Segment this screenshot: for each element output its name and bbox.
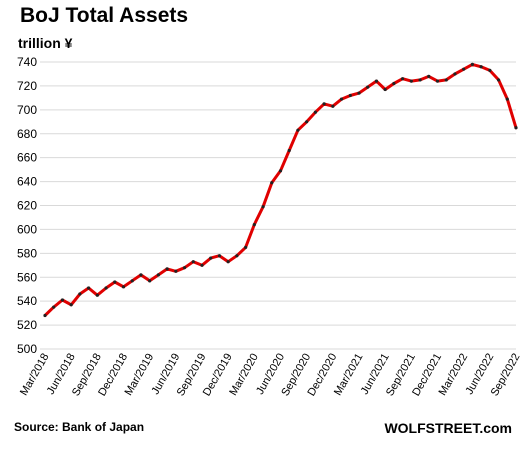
y-tick-label: 640 <box>17 175 37 189</box>
x-tick-labels: Mar/2018Jun/2018Sep/2018Dec/2018Mar/2019… <box>18 351 523 398</box>
data-point <box>182 266 187 270</box>
data-point <box>60 298 65 302</box>
data-point <box>156 273 160 277</box>
data-point <box>322 102 326 106</box>
series-line-path <box>43 62 518 317</box>
data-point <box>488 68 492 72</box>
data-point <box>95 293 99 297</box>
data-point <box>331 104 335 108</box>
data-point <box>235 254 239 258</box>
data-point <box>401 77 405 81</box>
data-point <box>148 279 152 283</box>
data-point <box>479 65 483 69</box>
data-point <box>244 245 248 249</box>
series-points <box>43 62 518 318</box>
data-point <box>296 128 300 132</box>
data-point <box>200 263 204 267</box>
data-point <box>165 267 169 271</box>
y-axis-unit-label: trillion ¥ <box>18 35 73 51</box>
data-point <box>78 292 82 296</box>
y-tick-label: 560 <box>17 270 37 284</box>
data-point <box>113 280 117 284</box>
data-point <box>427 74 431 78</box>
data-point <box>278 169 283 173</box>
data-point <box>313 110 317 114</box>
y-tick-label: 720 <box>17 79 37 93</box>
data-point <box>470 62 474 66</box>
data-point <box>87 286 91 290</box>
data-point <box>409 79 413 83</box>
data-point <box>462 67 466 71</box>
data-point <box>357 91 361 95</box>
data-point <box>339 97 344 101</box>
data-point <box>104 286 108 290</box>
data-point <box>366 85 370 89</box>
data-point <box>130 279 134 283</box>
data-point <box>226 260 230 264</box>
data-point <box>209 256 213 260</box>
chart-title: BoJ Total Assets <box>20 4 189 27</box>
y-tick-label: 580 <box>17 246 37 260</box>
data-point <box>514 126 518 130</box>
data-point <box>287 148 291 153</box>
data-point <box>348 93 352 98</box>
data-point <box>392 81 396 86</box>
data-point <box>270 181 274 185</box>
y-tick-label: 740 <box>17 55 37 69</box>
y-tick-label: 660 <box>17 151 37 165</box>
data-point <box>121 285 126 289</box>
data-point <box>174 269 178 273</box>
data-point <box>444 78 448 82</box>
data-point <box>69 303 73 307</box>
y-tick-label: 700 <box>17 103 37 117</box>
data-point <box>418 78 422 82</box>
series-line <box>43 62 518 317</box>
data-point <box>453 72 457 76</box>
source-note: Source: Bank of Japan <box>14 420 145 434</box>
data-point <box>252 223 256 227</box>
data-point <box>261 205 265 209</box>
y-tick-label: 540 <box>17 294 37 308</box>
data-point <box>43 313 47 318</box>
data-point <box>217 254 222 258</box>
data-point <box>139 273 143 277</box>
y-tick-label: 600 <box>17 222 37 236</box>
data-point <box>435 79 440 83</box>
data-point <box>191 260 195 264</box>
y-tick-label: 680 <box>17 127 37 141</box>
data-point <box>305 120 309 124</box>
grid-lines <box>40 61 516 350</box>
data-point <box>496 78 501 82</box>
data-point <box>52 305 56 309</box>
y-tick-labels: 500 520 540 560 580 600 620 640 660 680 700 720 740 <box>17 55 37 356</box>
y-tick-label: 620 <box>17 199 37 213</box>
data-point <box>383 87 387 92</box>
data-point <box>374 79 379 83</box>
y-tick-label: 520 <box>17 318 37 332</box>
brand-label: WOLFSTREET.com <box>384 420 512 436</box>
data-point <box>505 97 509 101</box>
y-tick-label: 500 <box>17 342 37 356</box>
